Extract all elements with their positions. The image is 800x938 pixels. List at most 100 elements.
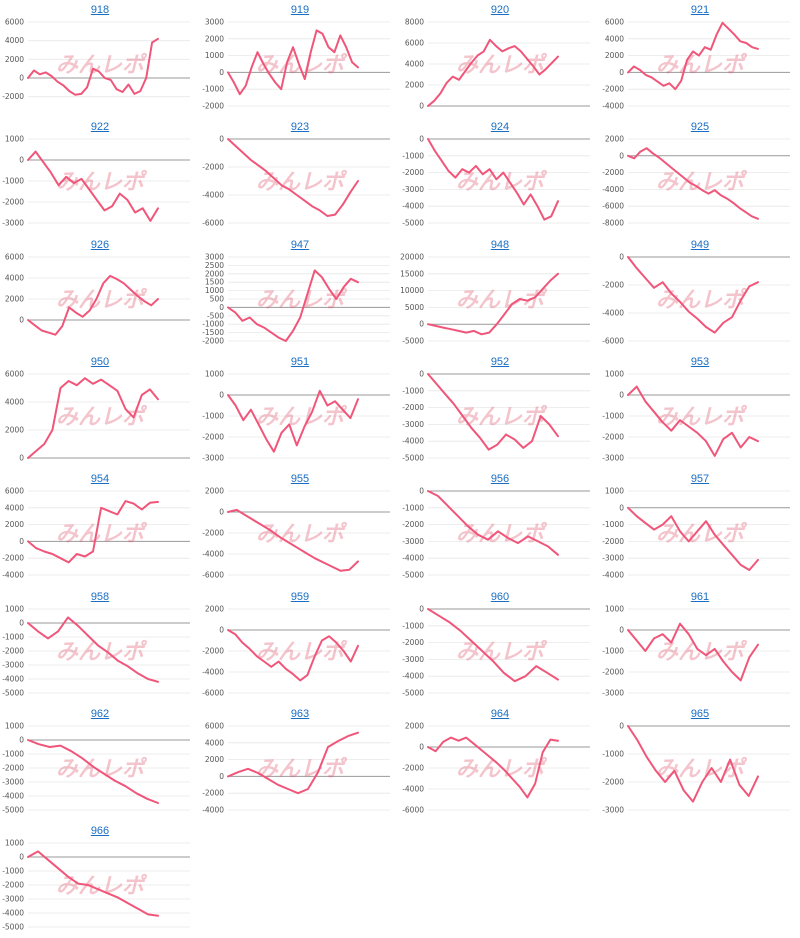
y-tick-label: -8000 <box>602 219 624 228</box>
chart-title-link[interactable]: 966 <box>90 825 110 838</box>
series-line <box>227 268 359 342</box>
chart-926: 926 6000 4000 2000 0 みんレポ <box>0 235 200 352</box>
y-tick-label: -1000 <box>602 411 624 420</box>
y-tick-label: -5000 <box>402 219 424 228</box>
y-tick-label: -5000 <box>2 805 24 814</box>
series-line <box>627 147 759 221</box>
y-tick-label: -3000 <box>2 895 24 904</box>
chart-title-link[interactable]: 926 <box>90 238 110 251</box>
chart-title-link[interactable]: 962 <box>90 707 110 720</box>
chart-title-link[interactable]: 921 <box>690 4 710 16</box>
series-line <box>427 736 559 799</box>
y-tick-label: -6000 <box>202 219 224 228</box>
chart-title-link[interactable]: 950 <box>90 355 110 368</box>
chart-title-link[interactable]: 955 <box>290 473 310 486</box>
chart-title-link[interactable]: 925 <box>690 121 710 134</box>
chart-title-link[interactable]: 954 <box>90 473 110 486</box>
chart-title-link[interactable]: 963 <box>290 707 310 720</box>
chart-924: 924 0 -1000 -2000 -3000 -4000 -5000 みんレポ <box>400 117 600 234</box>
chart-title-link[interactable]: 952 <box>490 355 510 368</box>
y-tick-label: 20000 <box>400 252 424 261</box>
watermark-logo: みんレポ <box>56 169 148 195</box>
chart-title-link[interactable]: 951 <box>290 355 310 368</box>
y-tick-label: 1000 <box>605 604 624 613</box>
watermark-logo: みんレポ <box>56 521 148 547</box>
chart-title-link[interactable]: 949 <box>690 238 710 251</box>
watermark-logo: みんレポ <box>56 756 148 782</box>
y-tick-label: -3000 <box>402 537 424 546</box>
series-line <box>27 37 159 96</box>
y-tick-label: 4000 <box>605 34 624 43</box>
chart-title-link[interactable]: 961 <box>690 590 710 603</box>
chart-title-link[interactable]: 958 <box>90 590 110 603</box>
y-tick-label: -4000 <box>602 185 624 194</box>
chart-957: 957 1000 0 -1000 -2000 -3000 -4000 みんレポ <box>600 469 800 586</box>
y-tick-label: -1000 <box>2 177 24 186</box>
series-line <box>627 385 759 457</box>
y-tick-label: -2000 <box>402 520 424 529</box>
series-line <box>427 138 559 221</box>
y-tick-label: -2000 <box>602 85 624 94</box>
series-line <box>27 274 159 336</box>
y-tick-label: 6000 <box>205 721 224 730</box>
y-tick-label: 4000 <box>5 503 24 512</box>
y-tick-label: 2500 <box>205 260 224 269</box>
y-tick-label: 0 <box>219 390 224 399</box>
y-tick-label: -3000 <box>402 420 424 429</box>
y-tick-label: -2000 <box>2 763 24 772</box>
chart-964: 964 2000 0 -2000 -4000 -6000 みんレポ <box>400 704 600 821</box>
y-tick-label: 0 <box>19 853 24 862</box>
chart-title-link[interactable]: 919 <box>290 4 310 16</box>
y-tick-label: -6000 <box>602 202 624 211</box>
chart-title-link[interactable]: 965 <box>690 707 710 720</box>
watermark-logo: みんレポ <box>56 639 148 665</box>
y-tick-label: 3000 <box>205 18 224 27</box>
chart-title-link[interactable]: 948 <box>490 238 510 251</box>
y-tick-label: 4000 <box>405 60 424 69</box>
chart-title-link[interactable]: 947 <box>290 238 310 251</box>
y-tick-label: -2000 <box>402 168 424 177</box>
chart-plot: 1000 0 -1000 -2000 -3000 -4000 -5000 みんレポ <box>2 839 190 932</box>
chart-title-link[interactable]: 953 <box>690 355 710 368</box>
series-line <box>227 731 359 794</box>
chart-title-link[interactable]: 957 <box>690 473 710 486</box>
y-tick-label: -1000 <box>402 503 424 512</box>
y-tick-label: -1000 <box>602 749 624 758</box>
y-tick-label: 2000 <box>405 721 424 730</box>
chart-plot: 6000 4000 2000 0 -2000 -4000 みんレポ <box>202 721 390 814</box>
chart-plot: 20000 15000 10000 5000 0 -5000 みんレポ <box>400 252 590 345</box>
y-tick-label: 0 <box>419 487 424 496</box>
series-line <box>227 628 359 681</box>
y-tick-label: 1000 <box>5 604 24 613</box>
y-tick-label: -4000 <box>402 784 424 793</box>
chart-title-link[interactable]: 956 <box>490 473 510 486</box>
y-tick-label: -2000 <box>402 403 424 412</box>
chart-959: 959 2000 0 -2000 -4000 -6000 みんレポ <box>200 587 400 704</box>
y-tick-label: -1000 <box>202 85 224 94</box>
chart-title-link[interactable]: 924 <box>490 121 510 134</box>
y-tick-label: 5000 <box>405 302 424 311</box>
y-tick-label: 2000 <box>205 487 224 496</box>
chart-919: 919 3000 2000 1000 0 -1000 -2000 みんレポ <box>200 0 400 117</box>
chart-title-link[interactable]: 918 <box>90 4 110 16</box>
watermark-logo: みんレポ <box>256 404 348 430</box>
y-tick-label: 1000 <box>605 487 624 496</box>
chart-title-link[interactable]: 920 <box>490 4 510 16</box>
series-line <box>627 724 759 803</box>
y-tick-label: -4000 <box>602 102 624 111</box>
chart-949: 949 0 -2000 -4000 -6000 みんレポ <box>600 235 800 352</box>
chart-title-link[interactable]: 964 <box>490 707 510 720</box>
y-tick-label: -2000 <box>2 881 24 890</box>
watermark-logo: みんレポ <box>456 639 548 665</box>
chart-title-link[interactable]: 959 <box>290 590 310 603</box>
y-tick-label: -3000 <box>602 805 624 814</box>
chart-title-link[interactable]: 922 <box>90 121 110 134</box>
chart-title-link[interactable]: 923 <box>290 121 310 134</box>
y-tick-label: -3000 <box>602 453 624 462</box>
chart-title-link[interactable]: 960 <box>490 590 510 603</box>
